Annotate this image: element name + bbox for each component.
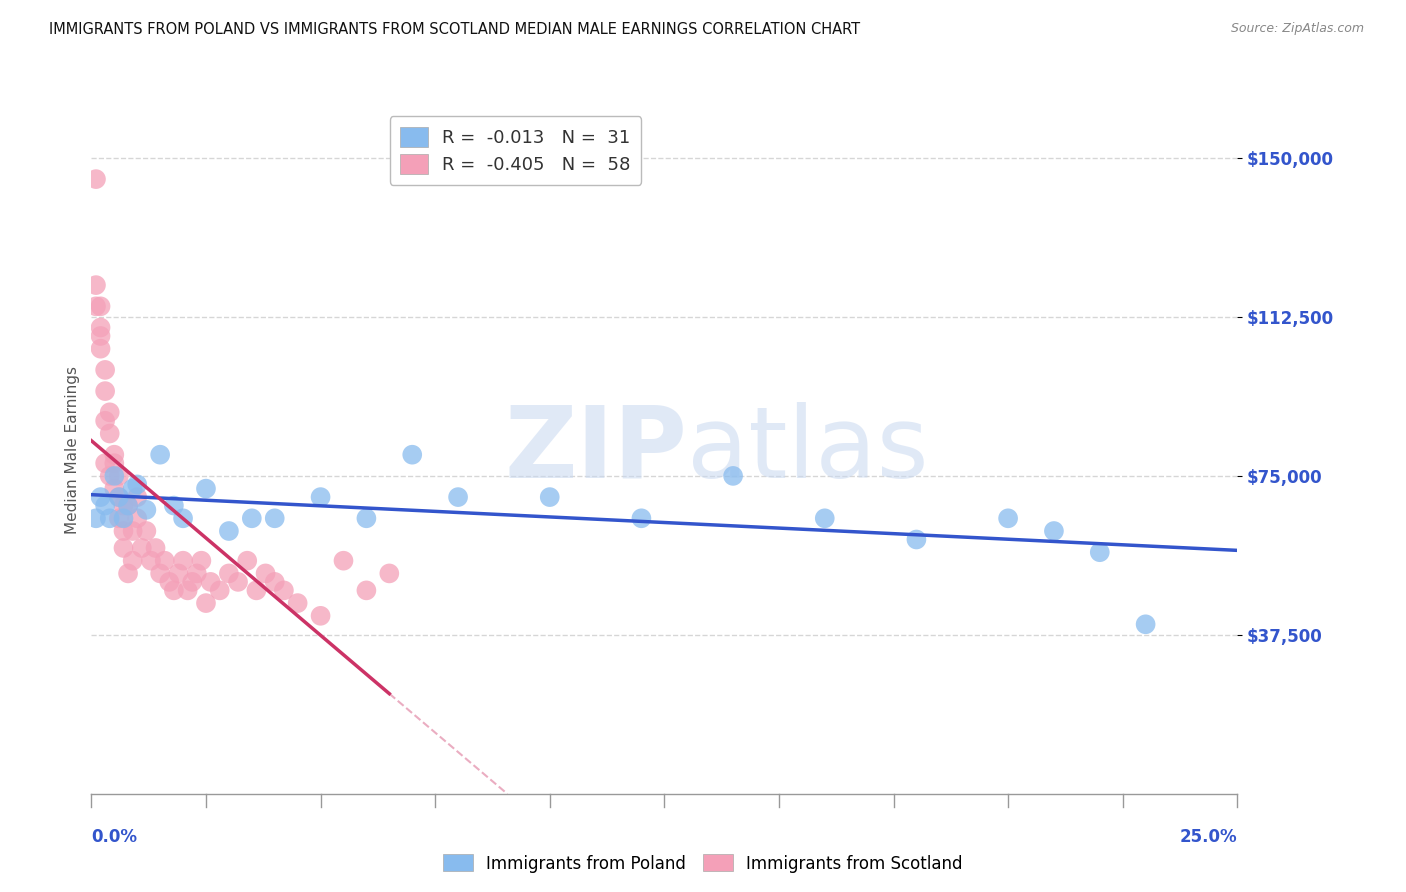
Point (447, 490, 470, 504)
Point (236, 554, 259, 568)
Point (84, 172, 107, 186)
Point (145, 541, 167, 555)
Point (218, 524, 240, 538)
Point (90, 320, 112, 334)
Point (94, 499, 117, 513)
Point (1135, 617, 1157, 632)
Point (103, 482, 125, 496)
Point (997, 511, 1019, 525)
Point (172, 554, 194, 568)
Point (90, 299, 112, 313)
Point (127, 477, 149, 491)
Point (218, 566, 240, 581)
Point (135, 524, 157, 538)
Point (263, 511, 285, 525)
Point (157, 574, 180, 589)
Point (117, 499, 139, 513)
Point (84, 278, 107, 293)
Point (814, 511, 837, 525)
Point (121, 482, 143, 496)
Point (273, 583, 295, 598)
Point (117, 499, 139, 513)
Point (108, 490, 131, 504)
Point (90, 329, 112, 343)
Point (194, 596, 217, 610)
Point (721, 469, 744, 483)
Point (131, 541, 153, 555)
Point (103, 469, 125, 483)
Point (287, 596, 309, 610)
Point (226, 574, 249, 589)
Point (167, 566, 190, 581)
Point (112, 511, 135, 525)
Point (149, 448, 172, 462)
Point (208, 583, 231, 598)
Point (103, 448, 125, 462)
Point (356, 583, 378, 598)
Point (309, 490, 332, 504)
Point (172, 511, 194, 525)
Point (103, 456, 125, 470)
Text: 25.0%: 25.0% (1180, 828, 1237, 846)
Point (98, 405, 121, 419)
Point (84, 299, 107, 313)
Text: 0.0%: 0.0% (91, 828, 138, 846)
Point (94, 384, 117, 398)
Point (332, 554, 354, 568)
Point (98, 511, 121, 525)
Point (117, 566, 139, 581)
Legend: R =  -0.013   N =  31, R =  -0.405   N =  58: R = -0.013 N = 31, R = -0.405 N = 58 (389, 116, 641, 185)
Point (378, 566, 401, 581)
Point (401, 448, 423, 462)
Point (127, 490, 149, 504)
Point (1043, 524, 1066, 538)
Point (127, 511, 149, 525)
Point (90, 342, 112, 356)
Point (186, 566, 208, 581)
Point (176, 583, 198, 598)
Point (108, 469, 131, 483)
Point (94, 456, 117, 470)
Point (84, 511, 107, 525)
Point (108, 511, 131, 525)
Point (538, 490, 561, 504)
Point (905, 533, 928, 547)
Text: atlas: atlas (688, 402, 929, 499)
Point (112, 524, 135, 538)
Text: IMMIGRANTS FROM POLAND VS IMMIGRANTS FROM SCOTLAND MEDIAN MALE EARNINGS CORRELAT: IMMIGRANTS FROM POLAND VS IMMIGRANTS FRO… (49, 22, 860, 37)
Point (121, 554, 143, 568)
Point (163, 583, 186, 598)
Point (153, 554, 176, 568)
Point (630, 511, 652, 525)
Y-axis label: Median Male Earnings: Median Male Earnings (65, 367, 80, 534)
Point (94, 363, 117, 377)
Point (194, 482, 217, 496)
Point (190, 554, 212, 568)
Point (254, 566, 277, 581)
Point (309, 608, 332, 623)
Text: Source: ZipAtlas.com: Source: ZipAtlas.com (1230, 22, 1364, 36)
Point (181, 574, 204, 589)
Point (112, 541, 135, 555)
Point (356, 511, 378, 525)
Point (240, 511, 263, 525)
Point (263, 574, 285, 589)
Point (112, 499, 135, 513)
Point (90, 490, 112, 504)
Point (139, 554, 162, 568)
Point (98, 426, 121, 441)
Point (135, 503, 157, 517)
Point (121, 524, 143, 538)
Point (163, 499, 186, 513)
Point (98, 469, 121, 483)
Text: ZIP: ZIP (505, 402, 688, 499)
Point (108, 490, 131, 504)
Point (1088, 545, 1111, 559)
Point (94, 414, 117, 428)
Point (149, 566, 172, 581)
Legend: Immigrants from Poland, Immigrants from Scotland: Immigrants from Poland, Immigrants from … (436, 847, 970, 880)
Point (245, 583, 267, 598)
Point (200, 574, 222, 589)
